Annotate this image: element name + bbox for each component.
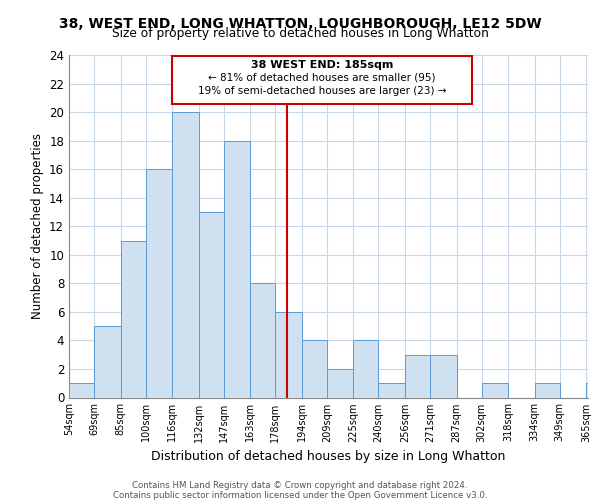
Bar — [146, 169, 172, 398]
Bar — [535, 383, 560, 398]
Bar — [586, 383, 600, 398]
Text: 38, WEST END, LONG WHATTON, LOUGHBOROUGH, LE12 5DW: 38, WEST END, LONG WHATTON, LOUGHBOROUGH… — [59, 18, 541, 32]
Bar — [199, 212, 224, 398]
Bar — [405, 354, 430, 398]
Bar — [482, 383, 508, 398]
Text: Size of property relative to detached houses in Long Whatton: Size of property relative to detached ho… — [112, 28, 488, 40]
Bar — [121, 240, 146, 398]
Text: Contains public sector information licensed under the Open Government Licence v3: Contains public sector information licen… — [113, 491, 487, 500]
Bar — [430, 354, 457, 398]
Bar — [69, 383, 94, 398]
Text: ← 81% of detached houses are smaller (95): ← 81% of detached houses are smaller (95… — [208, 73, 436, 83]
Bar — [172, 112, 199, 398]
Bar — [302, 340, 327, 398]
Bar — [94, 326, 121, 398]
Text: 38 WEST END: 185sqm: 38 WEST END: 185sqm — [251, 60, 393, 70]
Text: 19% of semi-detached houses are larger (23) →: 19% of semi-detached houses are larger (… — [197, 86, 446, 96]
X-axis label: Distribution of detached houses by size in Long Whatton: Distribution of detached houses by size … — [151, 450, 506, 463]
Bar — [275, 312, 302, 398]
Bar — [250, 284, 275, 398]
Y-axis label: Number of detached properties: Number of detached properties — [31, 133, 44, 320]
Text: Contains HM Land Registry data © Crown copyright and database right 2024.: Contains HM Land Registry data © Crown c… — [132, 481, 468, 490]
Bar — [224, 140, 250, 398]
Bar — [379, 383, 405, 398]
FancyBboxPatch shape — [172, 56, 472, 104]
Bar — [327, 369, 353, 398]
Bar — [353, 340, 379, 398]
